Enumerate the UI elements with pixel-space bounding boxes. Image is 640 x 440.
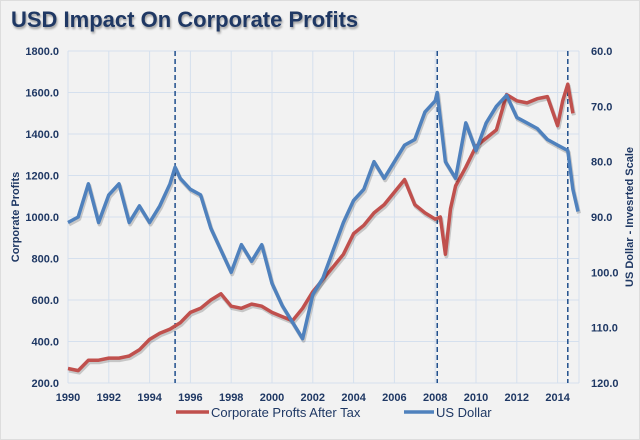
y-tick-label: 600.0 xyxy=(31,295,59,307)
y-axis-label: Corporate Profits xyxy=(10,172,22,262)
legend-label-us-dollar: US Dollar xyxy=(436,405,492,420)
y2-tick-label: 120.0 xyxy=(591,378,619,390)
y-tick-label: 1600.0 xyxy=(25,88,59,100)
x-tick-label: 2002 xyxy=(301,392,325,404)
x-tick-label: 2006 xyxy=(382,392,406,404)
y-tick-label: 800.0 xyxy=(31,254,59,266)
y2-tick-label: 90.0 xyxy=(591,212,612,224)
y2-tick-label: 80.0 xyxy=(591,157,612,169)
y-tick-label: 400.0 xyxy=(31,337,59,349)
y2-tick-label: 100.0 xyxy=(591,267,619,279)
x-tick-label: 2014 xyxy=(545,392,570,404)
series-line-us-dollar xyxy=(67,90,580,341)
x-tick-label: 2010 xyxy=(464,392,488,404)
y-tick-label: 1400.0 xyxy=(25,129,59,141)
x-tick-label: 1994 xyxy=(137,392,162,404)
legend-label-corporate-profits: Corporate Profts After Tax xyxy=(211,405,361,420)
y2-tick-label: 60.0 xyxy=(591,46,612,58)
y2-tick-label: 70.0 xyxy=(591,101,612,113)
y-tick-label: 200.0 xyxy=(31,378,59,390)
y2-axis-label: US Dollar - Invesrted Scale xyxy=(624,147,636,287)
x-tick-label: 1998 xyxy=(219,392,243,404)
x-tick-label: 2004 xyxy=(341,392,366,404)
y-tick-label: 1000.0 xyxy=(25,212,59,224)
y-tick-label: 1200.0 xyxy=(25,171,59,183)
x-tick-label: 2000 xyxy=(260,392,284,404)
x-tick-label: 1990 xyxy=(56,392,80,404)
x-tick-label: 1996 xyxy=(178,392,202,404)
x-tick-label: 2012 xyxy=(505,392,529,404)
y-tick-label: 1800.0 xyxy=(25,46,59,58)
chart-title: USD Impact On Corporate Profits xyxy=(11,7,359,32)
y2-tick-label: 110.0 xyxy=(591,323,618,335)
series-line-corporate-profits xyxy=(67,82,575,373)
x-tick-label: 1992 xyxy=(97,392,121,404)
x-tick-label: 2008 xyxy=(423,392,447,404)
